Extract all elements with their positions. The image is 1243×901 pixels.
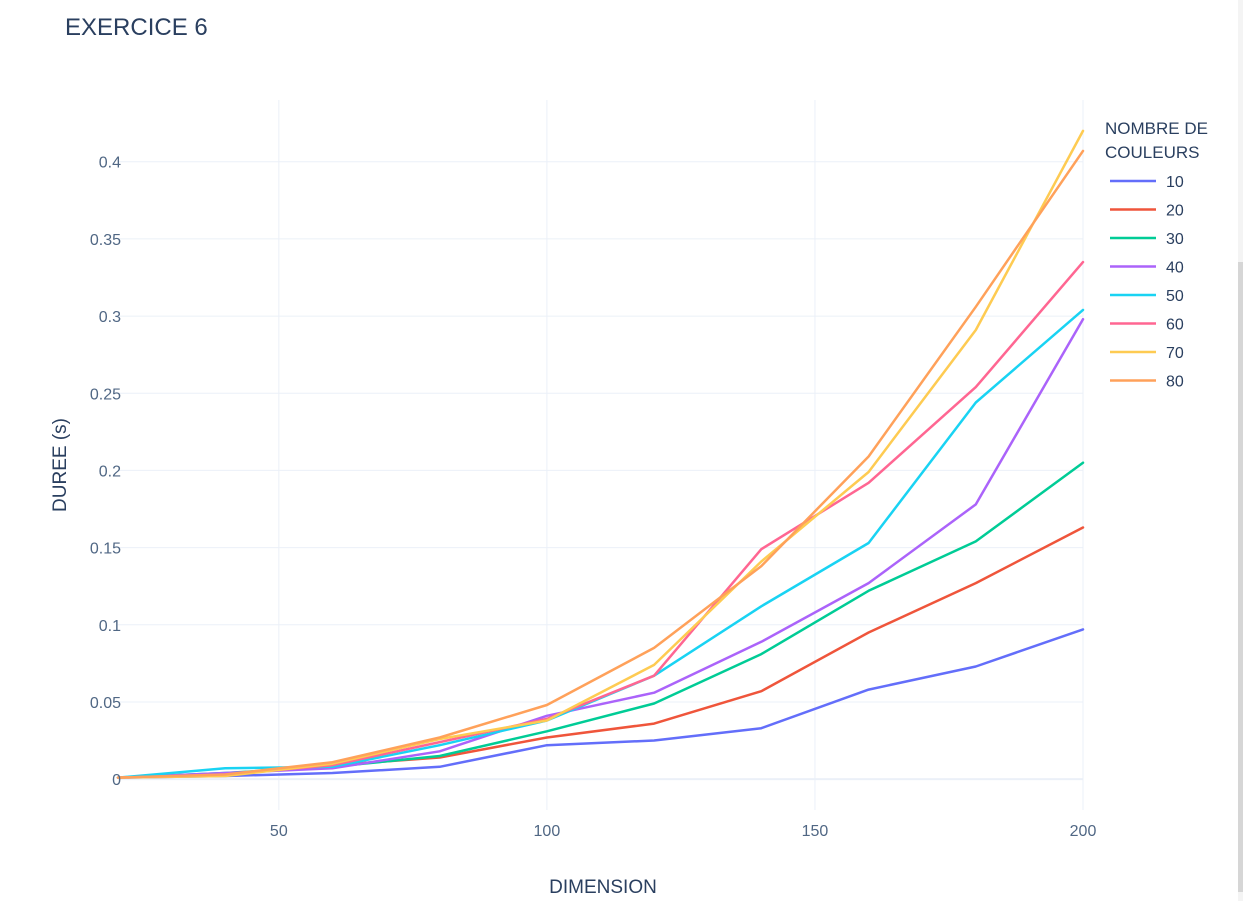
legend-label: 50 <box>1166 288 1184 305</box>
series-line-70 <box>116 129 1085 779</box>
legend-label: 20 <box>1166 203 1184 220</box>
scrollbar-thumb[interactable] <box>1238 262 1243 892</box>
series-line-60 <box>116 260 1085 779</box>
x-tick-label: 200 <box>1070 823 1097 840</box>
legend-title-line-1: NOMBRE DE <box>1105 119 1208 138</box>
plot-area <box>116 129 1085 779</box>
y-tick-label: 0.05 <box>90 695 121 712</box>
legend: NOMBRE DE COULEURS 10 20 30 40 50 60 70 80 <box>1105 119 1208 391</box>
chart-title: EXERCICE 6 <box>65 14 208 41</box>
legend-label: 40 <box>1166 260 1184 277</box>
legend-item-10[interactable]: 10 <box>1110 174 1184 191</box>
y-tick-label: 0.3 <box>99 309 121 326</box>
series-line-20 <box>116 526 1085 779</box>
legend-label: 30 <box>1166 231 1184 248</box>
legend-label: 10 <box>1166 174 1184 191</box>
series-line-10 <box>116 628 1085 779</box>
grid <box>118 100 1084 810</box>
legend-item-60[interactable]: 60 <box>1110 317 1184 334</box>
y-tick-label: 0.4 <box>99 155 121 172</box>
y-tick-label: 0.15 <box>90 541 121 558</box>
y-tick-label: 0.35 <box>90 232 121 249</box>
x-tick-label: 100 <box>534 823 561 840</box>
series-line-80 <box>116 149 1085 779</box>
y-tick-label: 0.2 <box>99 463 121 480</box>
x-tick-label: 150 <box>802 823 829 840</box>
legend-item-50[interactable]: 50 <box>1110 288 1184 305</box>
x-axis-title: DIMENSION <box>549 877 657 898</box>
series-line-40 <box>116 317 1085 779</box>
legend-title-line-2: COULEURS <box>1105 143 1199 162</box>
legend-item-20[interactable]: 20 <box>1110 203 1184 220</box>
y-tick-label: 0.1 <box>99 618 121 635</box>
legend-item-30[interactable]: 30 <box>1110 231 1184 248</box>
legend-item-70[interactable]: 70 <box>1110 345 1184 362</box>
legend-label: 70 <box>1166 345 1184 362</box>
y-axis-title: DUREE (s) <box>50 418 71 512</box>
x-axis-ticks: 50 100 150 200 <box>270 823 1097 840</box>
x-tick-label: 50 <box>270 823 288 840</box>
legend-item-80[interactable]: 80 <box>1110 374 1184 391</box>
legend-label: 80 <box>1166 374 1184 391</box>
y-tick-label: 0.25 <box>90 386 121 403</box>
y-tick-label: 0 <box>112 772 121 789</box>
y-axis-ticks: 0 0.05 0.1 0.15 0.2 0.25 0.3 0.35 0.4 <box>90 155 121 789</box>
legend-item-40[interactable]: 40 <box>1110 260 1184 277</box>
legend-label: 60 <box>1166 317 1184 334</box>
